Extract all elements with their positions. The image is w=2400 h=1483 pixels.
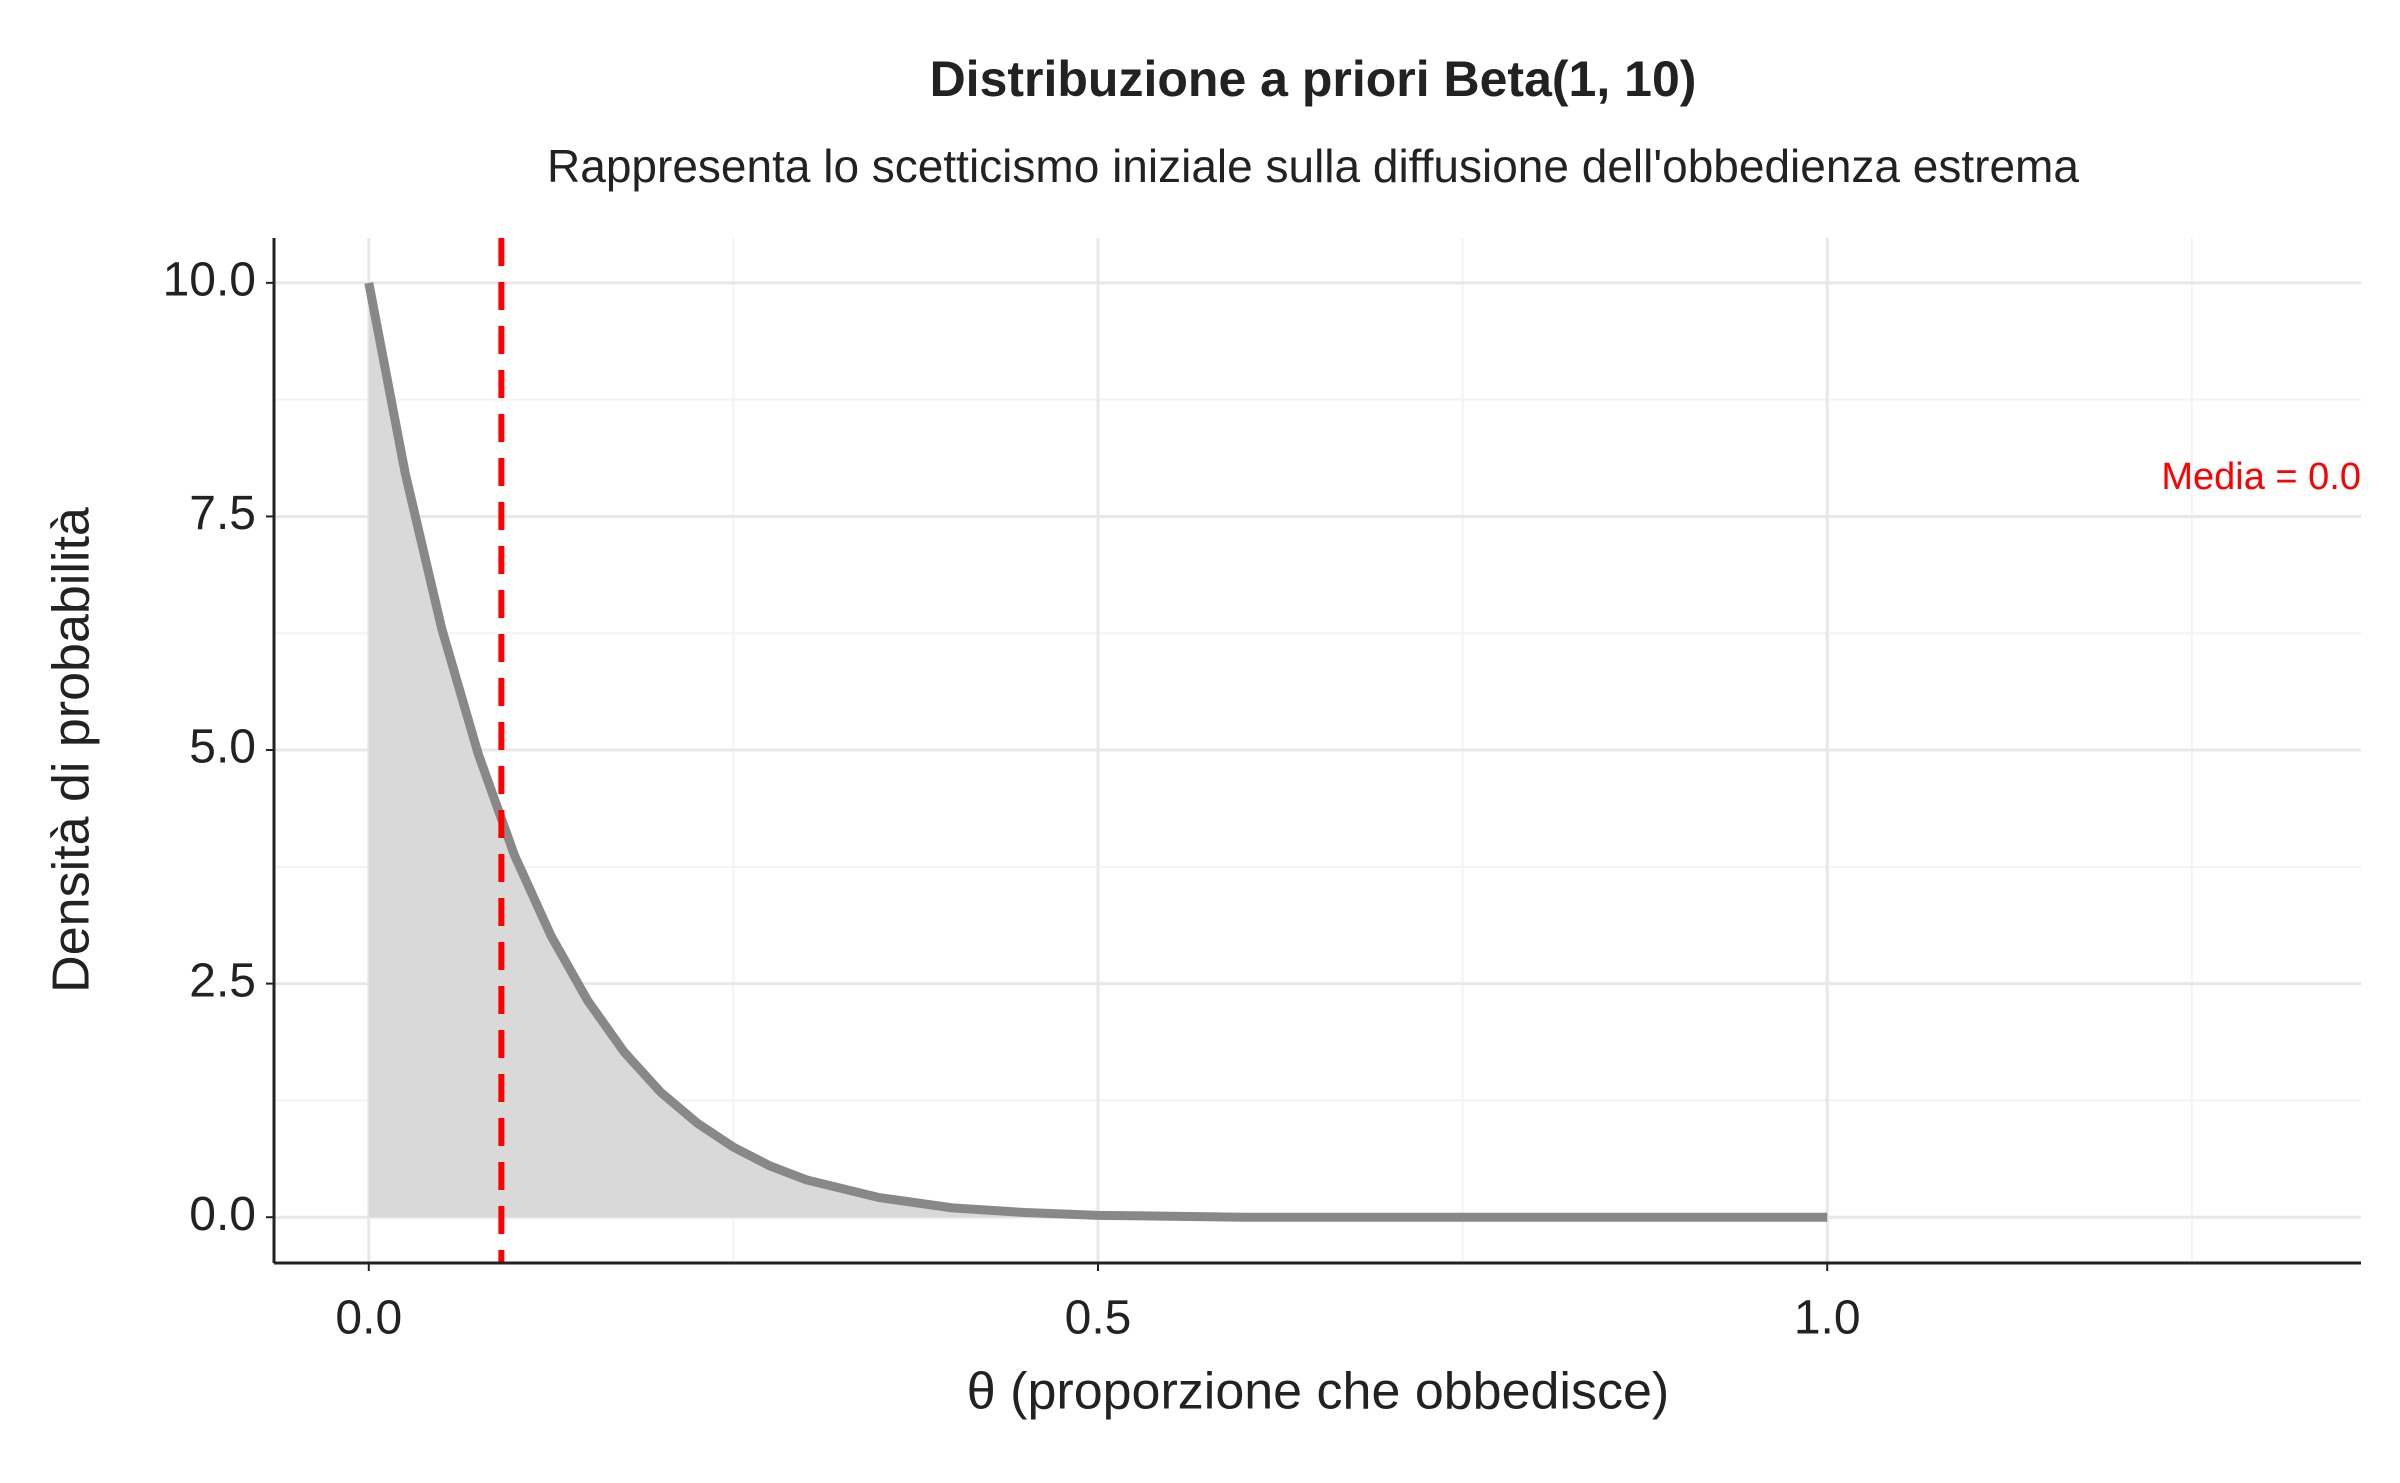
y-tick-label: 2.5 <box>189 954 256 1007</box>
y-tick-label: 7.5 <box>189 487 256 540</box>
x-tick-label: 0.0 <box>335 1292 402 1345</box>
mean-annotation: Media = 0.0 <box>2161 456 2361 498</box>
y-tick-label: 5.0 <box>189 721 256 774</box>
y-tick-label: 0.0 <box>189 1188 256 1241</box>
area <box>368 282 1828 1218</box>
chart-title: Distribuzione a priori Beta(1, 10) <box>930 51 1697 107</box>
x-axis-title: θ (proporzione che obbedisce) <box>967 1363 1669 1421</box>
x-tick-label: 0.5 <box>1065 1292 1132 1345</box>
x-tick-label: 1.0 <box>1794 1292 1861 1345</box>
y-axis-title: Densità di probabilità <box>43 507 101 993</box>
chart-subtitle: Rappresenta lo scetticismo iniziale sull… <box>547 140 2079 192</box>
y-tick-label: 10.0 <box>163 254 256 307</box>
